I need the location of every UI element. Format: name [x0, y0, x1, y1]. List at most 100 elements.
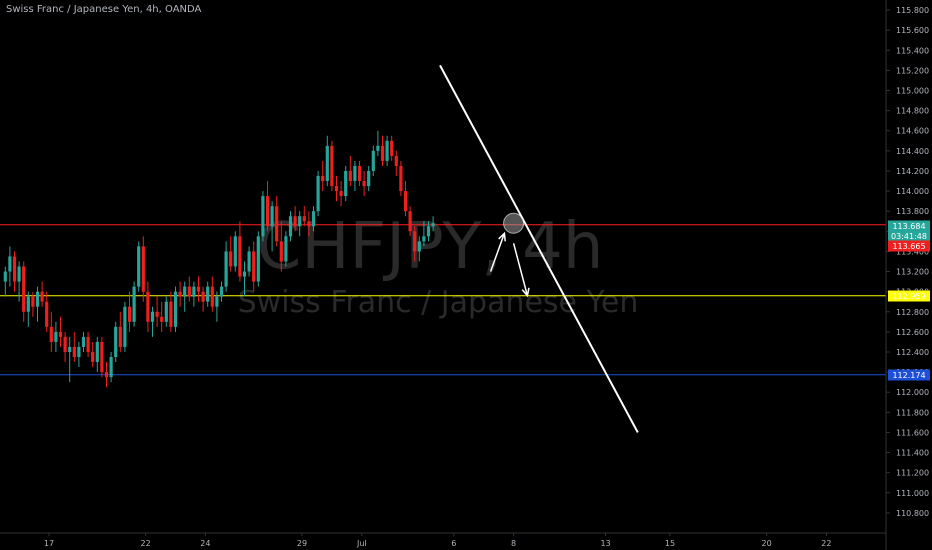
- candle-down: [279, 241, 283, 262]
- candle-up: [35, 291, 40, 307]
- price-tick-label: 111.600: [896, 428, 929, 437]
- candle-up: [270, 206, 274, 227]
- candle-down: [357, 165, 362, 182]
- candle-up: [173, 291, 178, 327]
- candle-down: [252, 251, 256, 282]
- trendline: [439, 64, 639, 433]
- price-tick-label: 114.400: [896, 147, 929, 156]
- price-tag-label: 03:41:48: [891, 232, 927, 241]
- price-tick-label: 111.800: [896, 408, 929, 417]
- candle-down: [160, 316, 164, 322]
- candle-down: [141, 246, 145, 292]
- candle-down: [155, 311, 159, 317]
- candle-up: [376, 145, 380, 151]
- candle-down: [100, 341, 104, 373]
- price-tick-label: 115.600: [896, 26, 929, 35]
- time-tick-label: 8: [511, 539, 516, 548]
- time-tick-label: 20: [762, 539, 772, 548]
- candle-down: [334, 186, 339, 192]
- candle-down: [86, 336, 90, 352]
- candle-up: [17, 266, 21, 282]
- price-tag-label: 113.684: [892, 222, 925, 231]
- time-tick-label: 13: [601, 539, 611, 548]
- candle-up: [3, 271, 7, 282]
- candle-down: [169, 301, 173, 327]
- candle-up: [247, 251, 251, 272]
- candle-up: [192, 286, 196, 297]
- time-tick-label: 29: [297, 539, 307, 548]
- price-tag-label: 113.665: [892, 242, 925, 251]
- candle-down: [118, 326, 122, 347]
- candle-up: [183, 286, 187, 297]
- candle-down: [49, 326, 53, 342]
- price-tag-bg: [888, 230, 930, 242]
- candle-down: [307, 221, 311, 227]
- candle-down: [380, 145, 385, 161]
- candle-up: [109, 357, 113, 378]
- price-tag-label: 112.174: [892, 371, 925, 380]
- price-tick-label: 113.200: [896, 268, 929, 277]
- candle-up: [233, 236, 237, 267]
- price-tick-label: 115.800: [896, 6, 929, 15]
- price-tick-label: 115.400: [896, 46, 929, 55]
- time-tick-label: Jul: [356, 539, 367, 548]
- price-tag-bg: [888, 220, 930, 232]
- price-tick-label: 112.600: [896, 328, 929, 337]
- price-tick-label: 115.000: [896, 87, 929, 96]
- highlight-circle: [503, 212, 525, 234]
- candle-down: [31, 296, 35, 307]
- candle-up: [256, 236, 260, 282]
- time-tick-label: 6: [451, 539, 456, 548]
- candle-down: [348, 170, 352, 182]
- price-tick-label: 113.400: [896, 247, 929, 256]
- candle-down: [330, 145, 334, 187]
- candle-down: [399, 165, 403, 192]
- candle-down: [210, 286, 214, 307]
- watermark-description: Swiss Franc / Japanese Yen: [238, 285, 639, 320]
- candle-down: [40, 291, 44, 302]
- candle-down: [146, 291, 150, 322]
- candle-down: [321, 175, 325, 182]
- candle-down: [408, 211, 412, 232]
- candle-up: [150, 311, 155, 322]
- candle-up: [426, 226, 431, 237]
- price-tick-label: 113.800: [896, 207, 929, 216]
- price-tag-bg: [888, 240, 930, 252]
- candle-up: [344, 170, 348, 197]
- candle-down: [390, 140, 394, 156]
- candle-up: [206, 286, 210, 302]
- arrow-line: [489, 233, 506, 272]
- candle-down: [12, 256, 17, 282]
- arrow-head: [521, 287, 530, 298]
- candle-up: [242, 271, 247, 277]
- candle-down: [339, 191, 343, 197]
- price-tick-label: 114.800: [896, 107, 929, 116]
- candle-up: [132, 286, 136, 322]
- price-axis[interactable]: 115.800 115.600 115.400 115.200 115.000 114.8…: [885, 0, 929, 550]
- price-tick-label: 111.400: [896, 449, 929, 458]
- candle-up: [215, 296, 219, 307]
- candle-up: [367, 170, 371, 187]
- candle-down: [104, 372, 109, 378]
- candle-up: [114, 326, 118, 358]
- arrow-head: [498, 231, 506, 242]
- price-tick-label: 115.200: [896, 66, 929, 75]
- time-axis[interactable]: 17 22 24 29 Jul 6 8 13 15 20 22: [0, 532, 886, 548]
- candle-up: [371, 150, 375, 171]
- price-tick-label: 111.200: [896, 469, 929, 478]
- candle-down: [265, 196, 270, 227]
- candle-up: [54, 331, 58, 342]
- chart-title: Swiss Franc / Japanese Yen, 4h, OANDA: [6, 4, 202, 15]
- candle-down: [72, 346, 76, 358]
- arrow-line: [512, 243, 529, 296]
- candle-up: [431, 223, 435, 227]
- price-tick-label: 111.000: [896, 489, 929, 498]
- price-tick-label: 110.800: [896, 509, 929, 518]
- time-tick-label: 22: [141, 539, 151, 548]
- candle-up: [77, 346, 81, 358]
- candle-down: [293, 216, 297, 227]
- drawings: [439, 64, 639, 433]
- price-tick-label: 114.000: [896, 187, 929, 196]
- candle-down: [238, 236, 242, 277]
